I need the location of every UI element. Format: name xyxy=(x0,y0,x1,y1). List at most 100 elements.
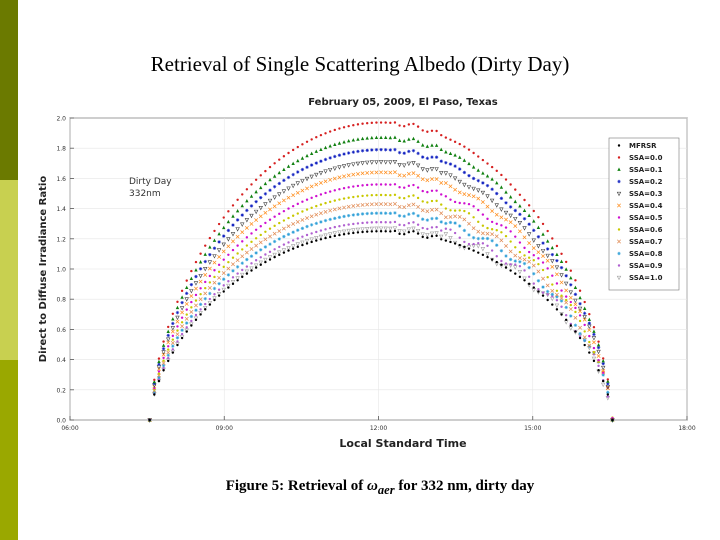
data-point xyxy=(157,362,161,366)
data-point xyxy=(587,317,592,322)
data-point xyxy=(471,236,476,240)
data-point xyxy=(550,245,554,250)
data-point xyxy=(458,224,462,228)
data-point xyxy=(328,226,332,230)
data-point xyxy=(545,253,550,259)
data-point xyxy=(591,356,597,362)
data-point xyxy=(180,324,185,329)
data-point xyxy=(189,289,194,294)
data-point xyxy=(185,321,189,325)
data-point xyxy=(241,240,244,243)
data-point xyxy=(327,232,333,237)
data-point xyxy=(161,343,166,347)
data-point xyxy=(439,234,444,240)
data-point xyxy=(452,176,458,181)
data-point xyxy=(296,245,299,249)
data-point xyxy=(356,212,360,217)
data-point xyxy=(286,195,291,200)
data-point xyxy=(458,201,461,205)
data-point xyxy=(190,324,193,327)
data-point xyxy=(425,209,430,214)
data-point xyxy=(403,186,406,189)
data-point xyxy=(513,224,518,229)
data-point xyxy=(583,343,586,347)
data-point xyxy=(176,343,179,347)
data-point xyxy=(268,177,272,182)
data-point xyxy=(259,248,263,252)
data-point xyxy=(356,195,360,198)
data-point xyxy=(509,240,512,243)
data-point xyxy=(300,167,305,172)
data-point xyxy=(517,221,523,226)
data-point xyxy=(407,184,411,188)
data-point xyxy=(596,342,601,347)
data-point xyxy=(582,306,587,310)
data-point xyxy=(476,236,480,241)
data-point xyxy=(291,230,295,234)
data-point xyxy=(272,231,277,236)
data-point xyxy=(508,220,513,225)
data-point xyxy=(518,193,522,197)
data-point xyxy=(554,265,560,270)
data-point xyxy=(189,294,194,298)
data-point xyxy=(198,297,203,302)
legend-marker xyxy=(617,203,621,208)
data-point xyxy=(388,211,393,216)
data-point xyxy=(309,163,314,167)
data-point xyxy=(574,306,577,310)
data-point xyxy=(244,218,250,223)
data-point xyxy=(374,211,379,215)
data-point xyxy=(541,232,545,236)
data-point xyxy=(244,269,250,274)
data-point xyxy=(369,170,374,175)
data-point xyxy=(361,230,364,234)
data-point xyxy=(499,207,504,212)
data-point xyxy=(346,173,351,178)
data-point xyxy=(180,289,184,293)
data-point xyxy=(527,282,531,286)
data-point xyxy=(420,167,425,172)
data-point xyxy=(601,362,605,366)
data-point xyxy=(611,418,614,422)
data-point xyxy=(389,121,392,125)
data-point xyxy=(193,316,199,321)
data-point xyxy=(176,340,179,343)
data-point xyxy=(398,232,401,236)
data-point xyxy=(180,332,184,336)
data-point xyxy=(513,216,518,222)
data-point xyxy=(564,267,568,271)
data-point xyxy=(338,188,341,191)
data-point xyxy=(393,183,397,186)
data-point xyxy=(453,221,457,225)
data-point xyxy=(310,138,313,141)
data-point xyxy=(402,163,407,168)
data-point xyxy=(338,233,341,237)
data-point xyxy=(495,260,498,264)
data-point xyxy=(555,295,559,299)
data-point xyxy=(282,167,286,172)
data-point xyxy=(420,177,425,182)
data-point xyxy=(379,183,383,186)
data-point xyxy=(448,162,453,166)
data-point xyxy=(517,256,522,261)
data-point xyxy=(204,302,207,306)
data-point xyxy=(476,229,481,234)
data-point xyxy=(185,326,188,329)
data-point xyxy=(383,148,388,152)
data-point xyxy=(305,216,309,221)
data-point xyxy=(370,230,374,233)
data-point xyxy=(333,225,336,229)
data-point xyxy=(328,190,332,193)
data-point xyxy=(397,229,402,234)
data-point xyxy=(315,194,318,198)
data-point xyxy=(337,153,342,157)
data-point xyxy=(467,247,471,250)
data-point xyxy=(439,147,443,151)
data-point xyxy=(486,217,489,221)
data-point xyxy=(351,150,356,154)
data-point xyxy=(504,266,508,269)
data-point xyxy=(241,275,244,279)
data-point xyxy=(412,183,415,187)
data-point xyxy=(356,184,360,188)
data-point xyxy=(277,170,281,175)
